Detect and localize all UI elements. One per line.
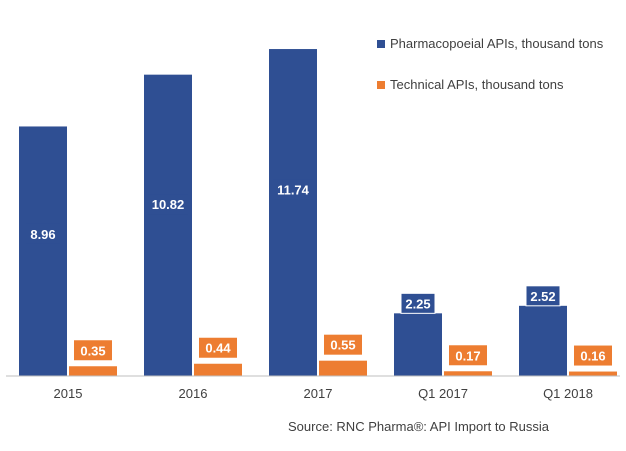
x-tick-label-1: 2016 (179, 386, 208, 401)
x-tick-labels: 2015 2016 2017 Q1 2017 Q1 2018 (54, 386, 593, 401)
data-label-series0-4: 2.52 (530, 289, 555, 304)
bar-series0-0 (19, 126, 67, 377)
bar-series0-1 (144, 74, 192, 377)
source-note: Source: RNC Pharma®: API Import to Russi… (288, 419, 550, 434)
data-label-box-series0-4 (525, 285, 561, 307)
bar-series1-1 (194, 363, 242, 376)
bar-series0-4 (519, 305, 567, 376)
data-label-box-series1-1 (199, 337, 237, 358)
data-label-series1-3: 0.17 (455, 348, 480, 363)
data-label-box-series1-0 (74, 340, 112, 361)
legend-swatch-pharmacopoeial (377, 40, 385, 48)
data-label-series0-2: 11.74 (277, 183, 310, 198)
bar-series1-0 (69, 366, 117, 376)
bars-layer: 8.96 10.82 11.74 2.25 2.52 0.35 0.44 0.55 0.17 0.… (19, 49, 617, 377)
data-label-box-series0-1 (148, 194, 188, 215)
x-tick-label-4: Q1 2018 (543, 386, 593, 401)
data-label-box-series0-0 (26, 223, 60, 244)
data-label-series0-1: 10.82 (152, 197, 185, 212)
data-label-series1-4: 0.16 (580, 349, 605, 364)
data-label-series1-0: 0.35 (80, 343, 105, 358)
data-label-series1-2: 0.55 (330, 338, 355, 353)
x-tick-label-3: Q1 2017 (418, 386, 468, 401)
legend-label-pharmacopoeial: Pharmacopoeial APIs, thousand tons (390, 36, 604, 51)
data-label-series0-3: 2.25 (405, 296, 430, 311)
data-label-series0-0: 8.96 (30, 227, 55, 242)
data-label-box-series1-4 (574, 345, 612, 366)
data-label-box-series1-3 (449, 345, 487, 366)
x-tick-label-2: 2017 (304, 386, 333, 401)
bar-series0-2 (269, 49, 317, 376)
legend-swatch-technical (377, 81, 385, 89)
x-tick-label-0: 2015 (54, 386, 83, 401)
data-label-box-series0-3 (400, 292, 436, 314)
bar-series1-3 (444, 371, 492, 376)
data-label-box-series0-2 (273, 179, 313, 200)
legend: Pharmacopoeial APIs, thousand tons Techn… (377, 36, 604, 92)
bar-series1-4 (569, 371, 617, 376)
bar-series1-2 (319, 360, 367, 376)
bar-series0-3 (394, 313, 442, 376)
data-label-series1-1: 0.44 (205, 341, 231, 356)
legend-label-technical: Technical APIs, thousand tons (390, 77, 564, 92)
data-label-box-series1-2 (324, 334, 362, 355)
